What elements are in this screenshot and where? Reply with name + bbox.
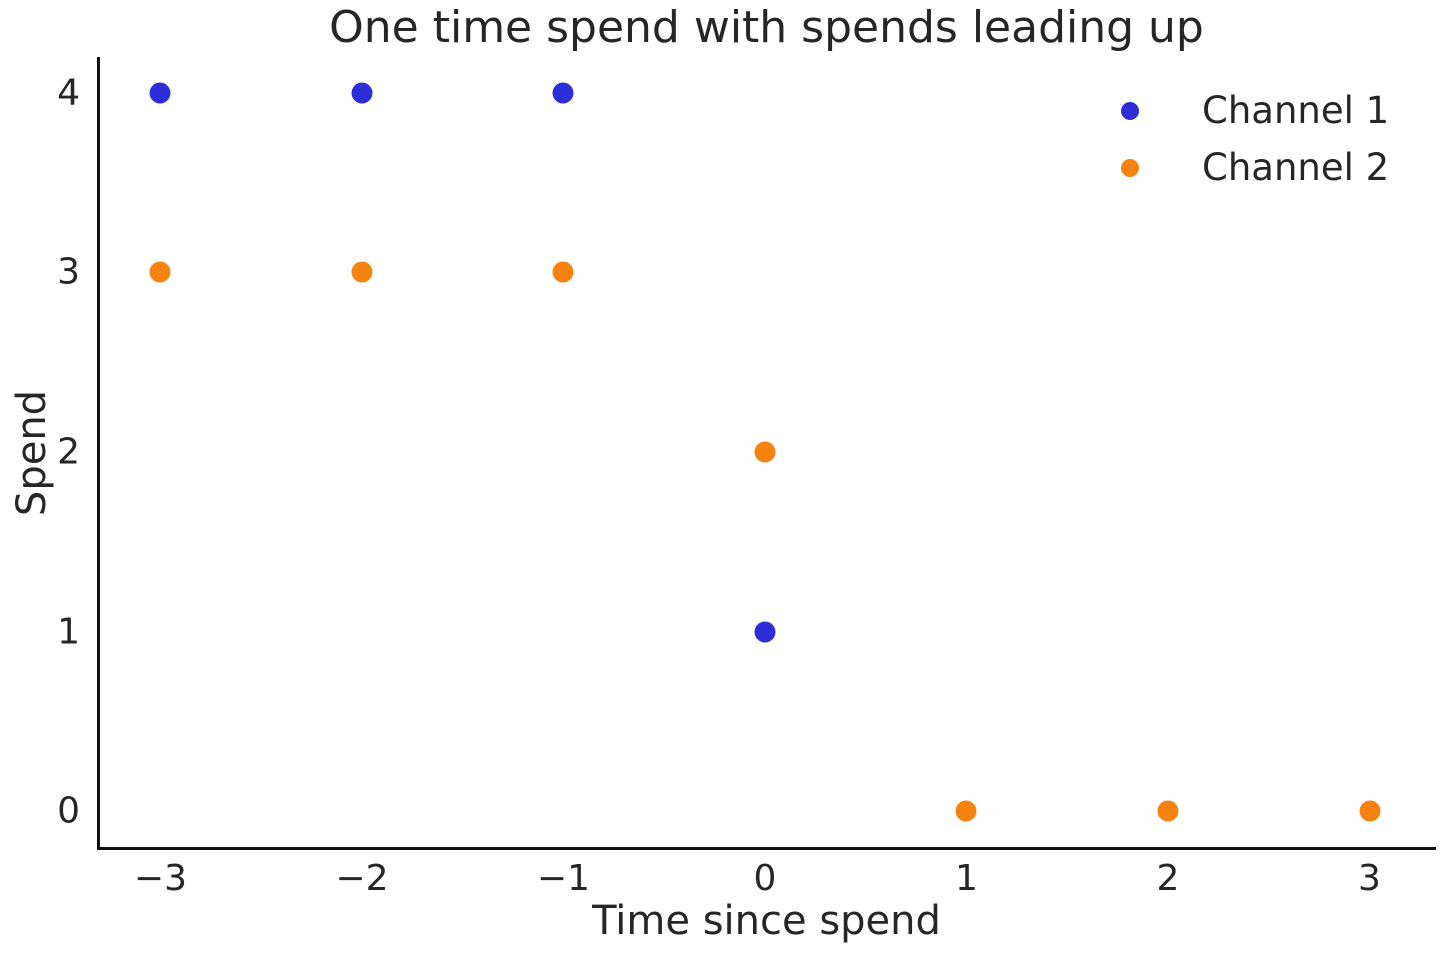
x-tick-label: −3 [133,858,187,899]
y-tick-label: 4 [57,72,80,114]
legend-label: Channel 1 [1202,89,1390,132]
y-tick-label: 2 [57,431,80,473]
legend-label: Channel 2 [1202,146,1390,189]
data-point-channel-2 [955,800,977,822]
legend-entry-channel-2: Channel 2 [1121,139,1389,196]
chart-title: One time spend with spends leading up [329,2,1204,53]
data-point-channel-2 [351,261,373,283]
data-point-channel-1 [351,82,373,104]
x-tick-label: 1 [955,858,978,899]
y-axis-tick-labels: 0 1 2 3 4 [0,57,80,847]
x-axis-tick-labels: −3 −2 −1 0 1 2 3 [100,857,1436,905]
x-axis-label: Time since spend [592,898,941,944]
data-point-channel-1 [552,82,574,104]
data-point-channel-2 [1157,800,1179,822]
y-tick-label: 3 [57,251,80,293]
data-point-channel-1 [754,621,776,643]
x-tick-label: 3 [1358,858,1381,899]
y-tick-label: 1 [57,611,80,653]
legend: Channel 1 Channel 2 [1121,82,1389,196]
data-point-channel-2 [754,441,776,463]
plot-area [97,57,1436,850]
data-point-channel-2 [149,261,171,283]
data-point-channel-2 [1359,800,1380,822]
y-tick-label: 0 [57,790,80,832]
legend-entry-channel-1: Channel 1 [1121,82,1389,139]
x-tick-label: −1 [536,858,591,899]
legend-marker-icon [1121,158,1139,177]
x-tick-label: 0 [753,858,777,899]
data-point-channel-2 [552,261,574,283]
x-tick-label: −2 [335,858,389,899]
data-point-channel-1 [149,82,171,104]
x-tick-label: 2 [1156,858,1180,899]
y-axis-label: Spend [9,389,55,517]
legend-marker-icon [1121,101,1139,120]
